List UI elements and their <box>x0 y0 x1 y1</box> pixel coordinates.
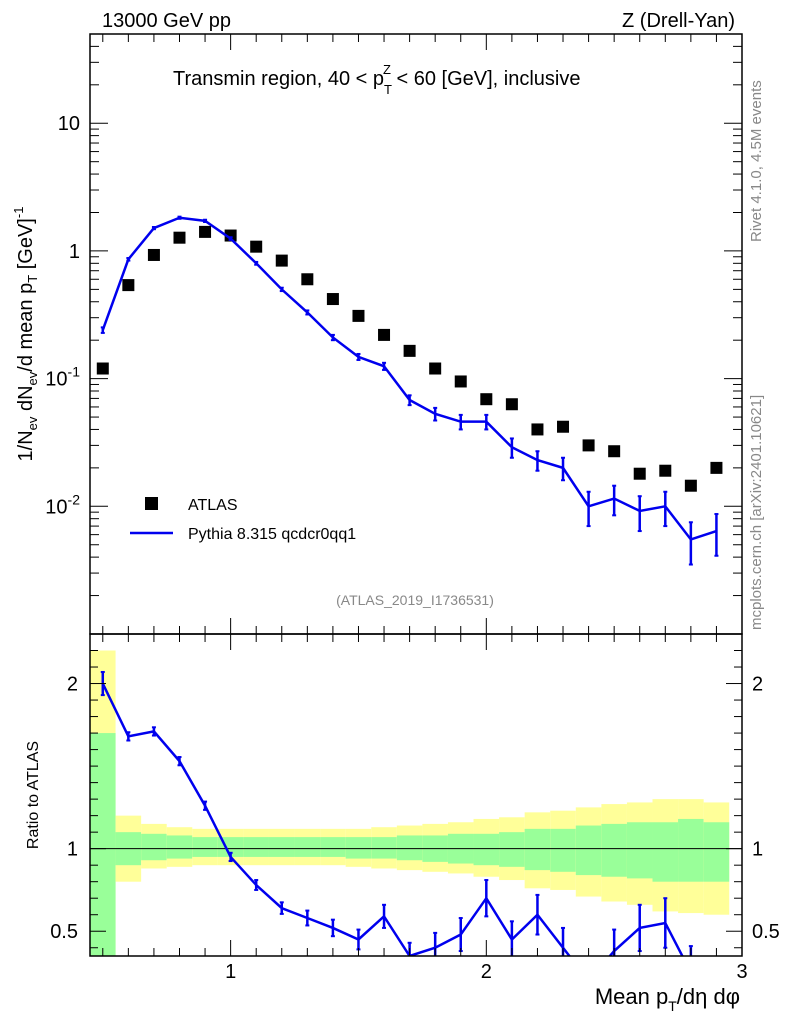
ratio-band-inner <box>499 832 525 867</box>
ratio-y-axis-label: Ratio to ATLAS <box>25 741 42 849</box>
ratio-panel-frame <box>89 633 743 957</box>
atlas-data-point <box>557 420 570 433</box>
main-y-tick-label: 1 <box>69 241 80 263</box>
ratio-band-inner <box>652 822 679 882</box>
atlas-data-point <box>326 293 339 306</box>
atlas-data-point <box>96 362 109 375</box>
ratio-band-inner <box>90 733 116 956</box>
ratio-band-inner <box>524 828 551 871</box>
atlas-data-point <box>147 248 160 261</box>
atlas-data-point <box>378 328 391 341</box>
ratio-band-inner <box>141 833 167 861</box>
ratio-band-inner <box>294 837 321 857</box>
x-tick-label: 3 <box>736 961 747 983</box>
atlas-data-point <box>250 240 263 253</box>
pythia-line <box>101 216 717 541</box>
main-y-axis-label: 1/Nev dNev/d mean pT [GeV]-1 <box>11 207 40 462</box>
ratio-y-tick-label: 0.5 <box>50 921 78 943</box>
atlas-data-point <box>122 279 135 292</box>
ratio-band-inner <box>243 837 269 857</box>
main-y-tick-label: 10-2 <box>45 491 80 518</box>
ratio-band-inner <box>678 818 704 882</box>
ratio-band-inner <box>703 822 730 882</box>
ratio-y-tick-label: 2 <box>67 674 78 696</box>
mcplots-label: mcplots.cern.ch [arXiv:2401.10621] <box>748 395 765 630</box>
ratio-band-inner <box>345 837 372 859</box>
ratio-band-inner <box>473 833 500 866</box>
atlas-data-point <box>301 273 314 286</box>
main-series-group <box>96 215 723 566</box>
ratio-y-tick-label-right: 1 <box>752 839 763 861</box>
ratio-band-inner <box>371 837 397 859</box>
atlas-data-point <box>173 231 186 244</box>
main-y-tick-label: 10 <box>58 113 80 135</box>
ratio-band-inner <box>396 835 423 861</box>
atlas-data-point <box>531 423 544 436</box>
ratio-y-tick-label: 1 <box>67 839 78 861</box>
atlas-data-point <box>429 362 442 375</box>
plot-title: Transmin region, 40 < pTZ < 60 [GeV], in… <box>173 62 581 97</box>
atlas-data-point <box>480 393 493 406</box>
atlas-data-point <box>608 445 621 458</box>
header-right-label: Z (Drell-Yan) <box>622 10 735 32</box>
atlas-data-point <box>505 398 518 411</box>
axis-ticks: 10-2 10-1 1 10 0.5 0.5 1 1 2 2 1 2 3 <box>45 33 780 983</box>
atlas-data-point <box>352 309 365 322</box>
ratio-band-inner <box>575 825 602 876</box>
ratio-y-tick-label-right: 0.5 <box>752 921 780 943</box>
analysis-id-label: (ATLAS_2019_I1736531) <box>336 592 494 608</box>
rivet-version-label: Rivet 4.1.0, 4.5M events <box>748 80 765 242</box>
ratio-y-tick-label-right: 2 <box>752 674 763 696</box>
atlas-data-point <box>582 439 595 452</box>
main-y-tick-label: 10-1 <box>45 364 80 391</box>
atlas-data-point <box>710 461 723 474</box>
atlas-data-point <box>659 464 672 477</box>
legend-data-marker <box>145 497 158 510</box>
x-axis-label: Mean pT/dη dφ <box>595 984 740 1014</box>
ratio-band-inner <box>268 837 295 857</box>
atlas-data-point <box>199 225 212 238</box>
atlas-data-point <box>224 229 237 242</box>
ratio-uncertainty-bands <box>90 650 730 956</box>
legend-mc-label: Pythia 8.315 qcdcr0qq1 <box>188 526 356 543</box>
atlas-data-point <box>454 375 467 388</box>
atlas-data-point <box>684 479 697 492</box>
header-left-label: 13000 GeV pp <box>102 10 231 32</box>
atlas-data-point <box>633 467 646 480</box>
x-tick-label: 2 <box>481 961 492 983</box>
main-panel-frame <box>89 33 743 635</box>
ratio-band-inner <box>192 837 218 857</box>
ratio-band-inner <box>626 822 653 879</box>
legend-data-label: ATLAS <box>188 497 238 514</box>
atlas-data-point <box>403 344 416 357</box>
ratio-band-inner <box>550 828 576 872</box>
ratio-band-inner <box>166 835 193 859</box>
atlas-data-point <box>275 254 288 267</box>
ratio-band-inner <box>601 823 627 877</box>
ratio-band-inner <box>320 837 346 857</box>
x-tick-label: 1 <box>225 961 236 983</box>
